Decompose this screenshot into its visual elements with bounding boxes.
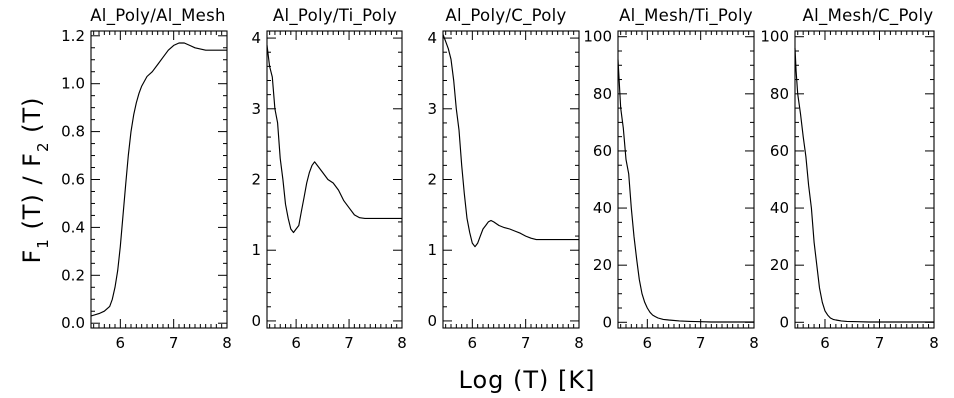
y-tick-label: 100 [760, 28, 789, 46]
x-tick-label: 7 [521, 334, 531, 352]
y-tick-label: 1.0 [61, 75, 85, 93]
y-tick-label: 20 [770, 256, 789, 274]
y-tick-label: 4 [427, 29, 437, 47]
y-tick-label: 0 [602, 313, 612, 331]
y-tick-label: 0.2 [61, 266, 85, 284]
panel-2-title: Al_Poly/Ti_Poly [273, 6, 397, 26]
x-tick-label: 7 [169, 334, 179, 352]
x-tick-label: 8 [749, 334, 759, 352]
y-tick-label: 1 [251, 241, 261, 259]
y-label-sub-2: 2 [34, 141, 52, 152]
y-tick-label: 3 [251, 100, 261, 118]
y-tick-label: 40 [770, 199, 789, 217]
x-tick-label: 6 [820, 334, 830, 352]
y-tick-label: 1.2 [61, 27, 85, 45]
x-tick-label: 8 [397, 334, 407, 352]
panel-4-title: Al_Mesh/Ti_Poly [619, 6, 753, 26]
y-tick-label: 0.8 [61, 123, 85, 141]
panel-1-series-line [90, 42, 227, 317]
y-tick-label: 0.4 [61, 218, 85, 236]
x-tick-label: 7 [696, 334, 706, 352]
y-tick-label: 2 [251, 171, 261, 189]
x-tick-label: 6 [468, 334, 478, 352]
y-tick-label: 4 [251, 29, 261, 47]
y-tick-label: 0 [251, 312, 261, 330]
y-tick-label: 0 [427, 312, 437, 330]
y-tick-label: 100 [583, 28, 612, 46]
panel-3-series-line [442, 34, 579, 248]
y-tick-label: 0 [779, 313, 789, 331]
panel-1: Al_Poly/Al_Mesh 6 7 8 0.0 0.2 0.4 0.6 0.8 1.0 1.2 [61, 6, 232, 352]
panel-5-title: Al_Mesh/C_Poly [803, 6, 934, 26]
y-label-part-1: F [18, 249, 46, 264]
y-tick-label: 80 [593, 85, 612, 103]
x-tick-label: 8 [574, 334, 584, 352]
y-label-sub-1: 1 [34, 238, 52, 249]
y-tick-label: 40 [593, 199, 612, 217]
x-tick-label: 6 [291, 334, 301, 352]
y-tick-label: 0.6 [61, 171, 85, 189]
x-tick-label: 6 [116, 334, 126, 352]
x-tick-label: 8 [222, 334, 232, 352]
y-tick-label: 20 [593, 256, 612, 274]
y-tick-label: 2 [427, 171, 437, 189]
y-tick-label: 60 [770, 142, 789, 160]
y-tick-label: 60 [593, 142, 612, 160]
x-tick-label: 6 [643, 334, 653, 352]
y-tick-label: 80 [770, 85, 789, 103]
x-tick-label: 7 [875, 334, 885, 352]
y-axis-label: F1 (T) / F2 (T) [18, 96, 52, 263]
y-tick-label: 0.0 [61, 314, 85, 332]
panel-2: Al_Poly/Ti_Poly 6 7 8 0 1 2 3 4 [251, 6, 406, 352]
panel-5-frame [794, 30, 935, 329]
x-axis-label: Log (T) [K] [459, 366, 596, 394]
panel-5-series-line [794, 48, 934, 323]
y-tick-label: 1 [427, 241, 437, 259]
x-tick-label: 8 [929, 334, 939, 352]
panel-1-frame [90, 30, 228, 329]
panel-1-title: Al_Poly/Al_Mesh [90, 6, 226, 26]
panel-4-series-line [617, 59, 754, 323]
x-tick-label: 7 [344, 334, 354, 352]
panel-3: Al_Poly/C_Poly 6 7 8 0 1 2 3 4 [427, 6, 583, 352]
panel-4-frame [617, 30, 755, 329]
panel-2-series-line [266, 45, 402, 234]
y-label-part-2: (T) / F [18, 152, 46, 238]
panel-2-frame [266, 30, 403, 329]
y-tick-label: 3 [427, 100, 437, 118]
y-label-part-3: (T) [18, 96, 46, 141]
panel-3-title: Al_Poly/C_Poly [445, 6, 566, 26]
